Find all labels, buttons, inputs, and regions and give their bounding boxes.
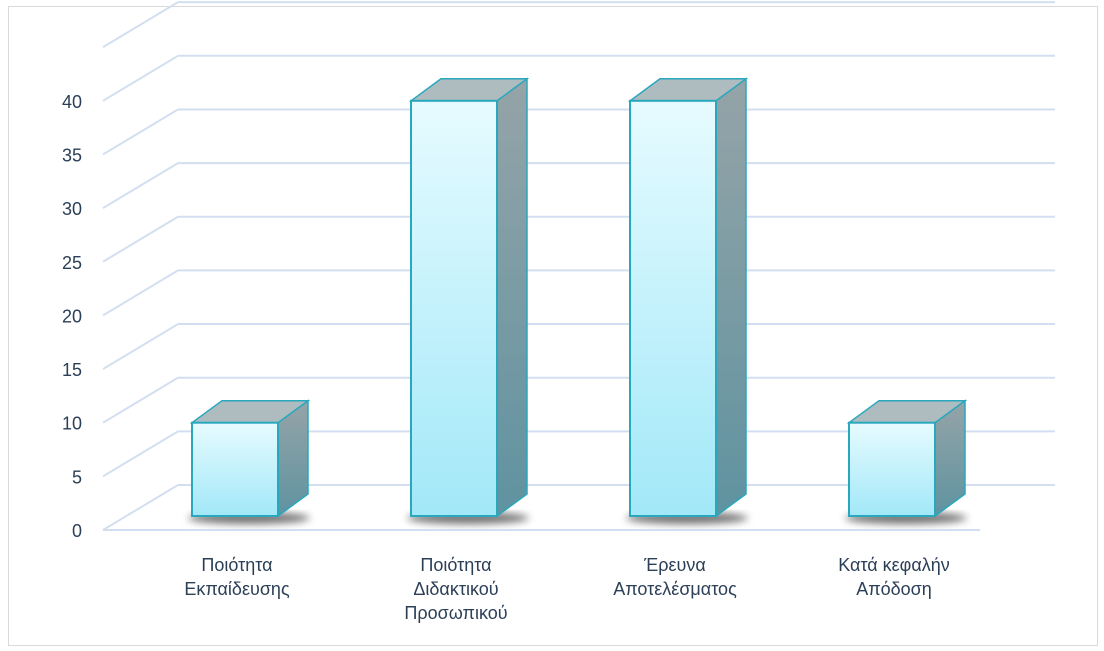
bar-front [848,421,936,518]
x-category-label: Έρευνα Αποτελέσματος [613,555,737,599]
bar-front [629,99,717,518]
bar-front [191,421,279,518]
gridline [102,108,1055,156]
y-tick-label: 5 [72,467,82,487]
y-axis-ticks: 0 5 10 15 20 25 30 35 40 [62,92,82,541]
gridline [102,269,1055,317]
y-tick-label: 20 [62,306,82,326]
y-tick-label: 10 [62,414,82,434]
bars [188,77,968,524]
y-tick-label: 40 [62,92,82,112]
gridline [102,54,1055,102]
gridline [102,162,1055,209]
bar-front [410,99,498,518]
x-category-label: Ποιότητα Διδακτικού Προσωπικού [404,555,507,623]
x-category-label: Ποιότητα Εκπαίδευσης [184,555,290,599]
bar [845,399,968,524]
gridline [102,323,1055,370]
bar-side [715,77,747,518]
gridline [102,215,1055,263]
bar [188,399,311,524]
y-tick-label: 35 [62,145,82,165]
y-tick-label: 0 [72,521,82,541]
bar [626,77,749,524]
x-category-label: Κατά κεφαλήν Απόδοση [838,555,950,599]
chart-frame [8,6,1098,646]
y-tick-label: 25 [62,253,82,273]
gridlines [102,1,1055,531]
y-tick-label: 30 [62,199,82,219]
bar-side [496,77,528,518]
gridline [102,1,1055,49]
x-axis-labels: Ποιότητα Εκπαίδευσης Ποιότητα Διδακτικού Προ… [184,555,949,623]
bar [407,77,530,524]
y-tick-label: 15 [62,360,82,380]
gridline [102,376,1055,424]
